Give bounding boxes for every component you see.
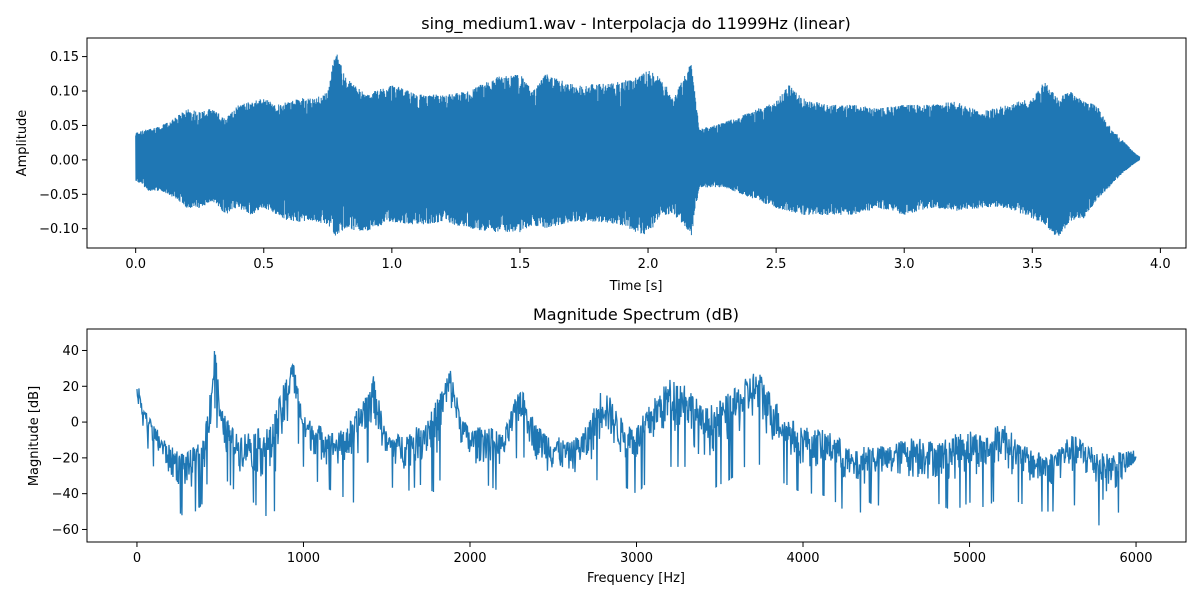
spectrum-y-axis-label: Magnitude [dB] xyxy=(27,386,42,486)
spectrum-title: Magnitude Spectrum (dB) xyxy=(533,305,739,324)
waveform-y-tick-label: 0.10 xyxy=(50,85,79,100)
spectrum-y-tick-label: 40 xyxy=(62,344,79,359)
waveform-y-tick-label: 0.05 xyxy=(50,119,79,134)
spectrum-y-tick-label: 0 xyxy=(71,416,79,431)
spectrum-x-tick-label: 5000 xyxy=(953,551,986,566)
waveform-x-axis-label: Time [s] xyxy=(609,279,663,294)
waveform-x-tick-label: 0.0 xyxy=(125,257,146,272)
spectrum-x-tick-label: 2000 xyxy=(453,551,486,566)
waveform-x-tick-label: 1.0 xyxy=(382,257,403,272)
spectrum-line xyxy=(136,350,1137,526)
waveform-x-tick-label: 2.0 xyxy=(638,257,659,272)
spectrum-x-tick-label: 3000 xyxy=(620,551,653,566)
waveform-y-tick-label: 0.15 xyxy=(50,50,79,65)
waveform-x-tick-label: 1.5 xyxy=(510,257,531,272)
waveform-axes: sing_medium1.wav - Interpolacja do 11999… xyxy=(15,14,1187,294)
spectrum-series xyxy=(136,350,1137,526)
spectrum-x-tick-label: 4000 xyxy=(786,551,819,566)
spectrum-x-axis-label: Frequency [Hz] xyxy=(587,571,685,586)
waveform-y-axis-label: Amplitude xyxy=(15,110,30,177)
spectrum-x-tick-label: 0 xyxy=(133,551,141,566)
waveform-y-tick-label: −0.05 xyxy=(39,188,79,203)
waveform-series xyxy=(135,54,1141,236)
waveform-y-tick-label: −0.10 xyxy=(39,222,79,237)
waveform-y-tick-label: 0.00 xyxy=(50,153,79,168)
spectrum-y-tick-label: −60 xyxy=(52,523,79,538)
waveform-y-ticks: −0.10 −0.05 0.00 0.05 0.10 0.15 xyxy=(39,50,87,237)
spectrum-x-tick-label: 6000 xyxy=(1119,551,1152,566)
spectrum-y-ticks: −60 −40 −20 0 20 40 xyxy=(52,344,87,538)
waveform-x-tick-label: 3.5 xyxy=(1022,257,1043,272)
spectrum-y-tick-label: −40 xyxy=(52,487,79,502)
spectrum-axes: Magnitude Spectrum (dB) 0 1000 2000 3000 400… xyxy=(27,305,1187,586)
spectrum-y-tick-label: −20 xyxy=(52,451,79,466)
waveform-x-ticks: 0.0 0.5 1.0 1.5 2.0 2.5 3.0 3.5 4.0 xyxy=(125,248,1171,272)
waveform-x-tick-label: 0.5 xyxy=(253,257,274,272)
waveform-x-tick-label: 3.0 xyxy=(894,257,915,272)
waveform-plot-frame xyxy=(86,37,1187,249)
waveform-x-tick-label: 2.5 xyxy=(766,257,787,272)
waveform-line xyxy=(135,54,1141,236)
spectrum-x-ticks: 0 1000 2000 3000 4000 5000 6000 xyxy=(133,542,1153,566)
spectrum-y-tick-label: 20 xyxy=(62,380,79,395)
waveform-title: sing_medium1.wav - Interpolacja do 11999… xyxy=(421,14,850,34)
waveform-x-tick-label: 4.0 xyxy=(1150,257,1171,272)
spectrum-x-tick-label: 1000 xyxy=(287,551,320,566)
